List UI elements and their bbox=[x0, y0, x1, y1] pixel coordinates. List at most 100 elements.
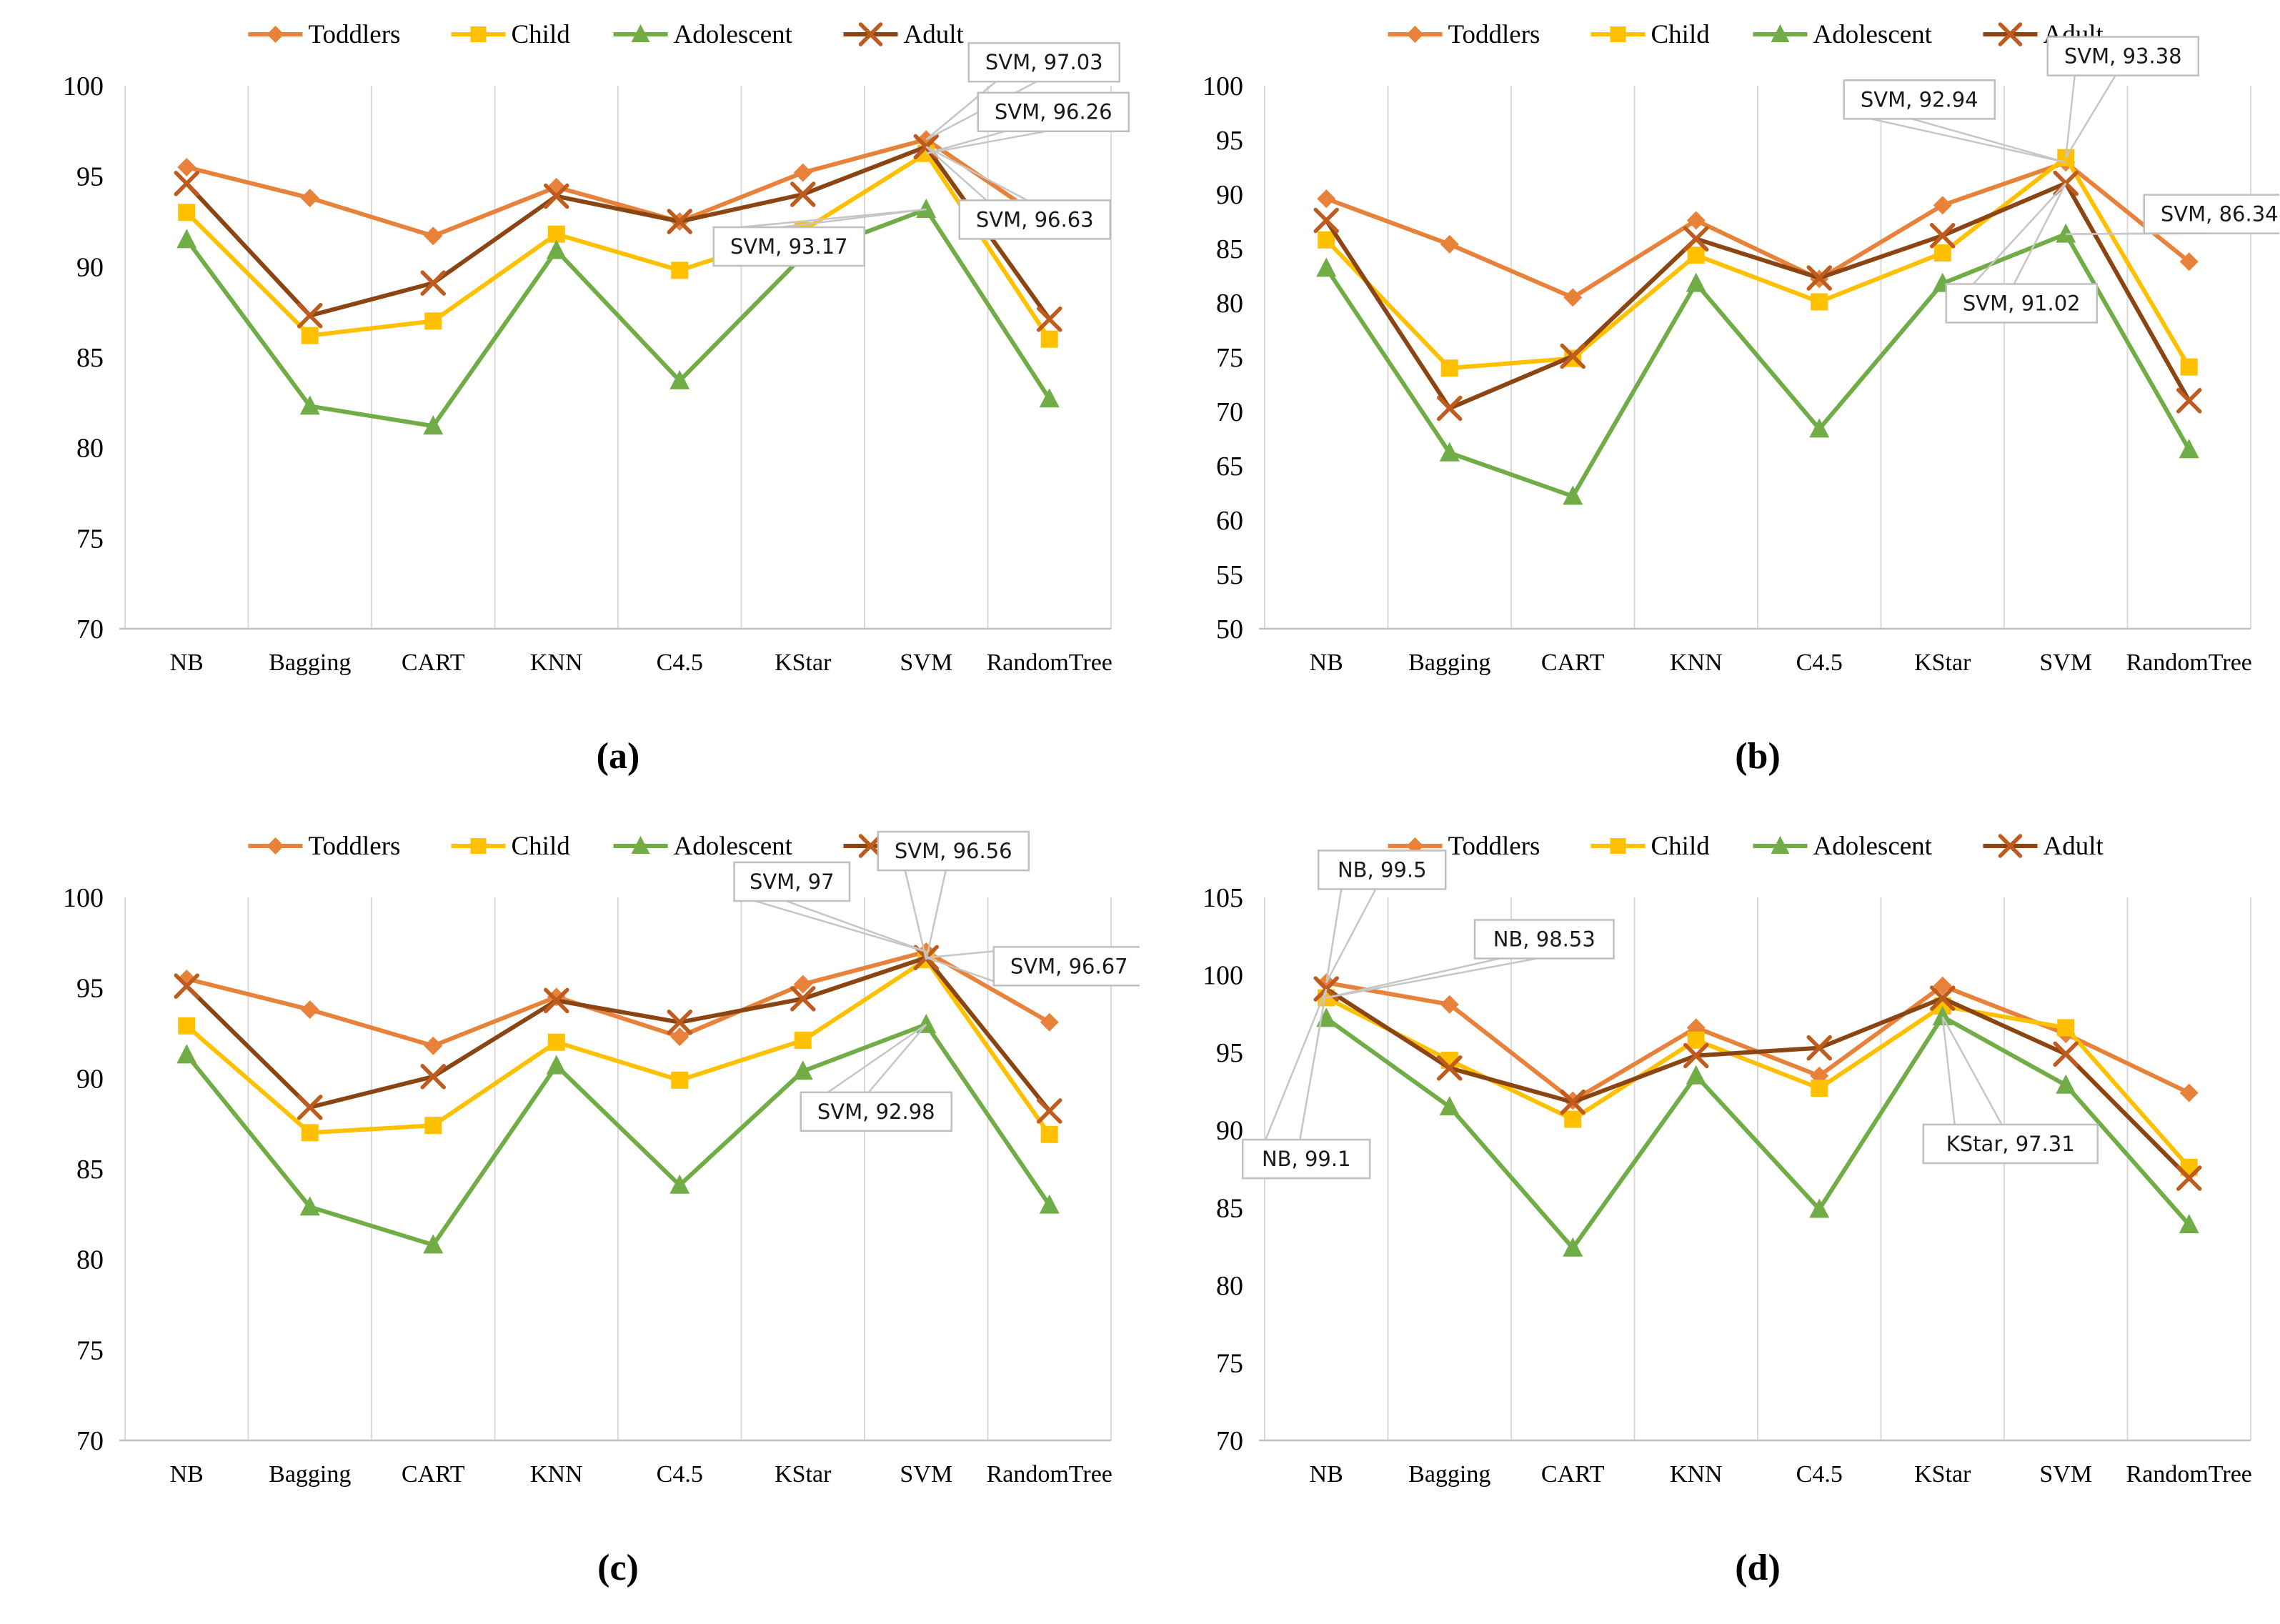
x-marker-stroke bbox=[1313, 976, 1339, 1002]
data-point-diamond bbox=[1686, 211, 1706, 230]
data-point-triangle bbox=[546, 1055, 567, 1075]
data-point-diamond bbox=[1933, 976, 1952, 995]
callout-text: SVM, 92.98 bbox=[817, 1100, 935, 1124]
data-point-diamond bbox=[424, 1036, 443, 1055]
data-point-square bbox=[1564, 1110, 1582, 1128]
y-tick-label: 100 bbox=[1203, 71, 1243, 101]
legend-item-adolescent: Adolescent bbox=[613, 832, 793, 861]
series-line bbox=[185, 144, 1052, 321]
callout: SVM, 93.17 bbox=[712, 208, 927, 267]
data-point-x bbox=[1683, 1042, 1709, 1069]
callout-box bbox=[877, 830, 1030, 872]
data-point-square bbox=[1440, 359, 1458, 377]
callout-box bbox=[733, 861, 851, 902]
data-point-triangle bbox=[1039, 388, 1060, 408]
callout-leader bbox=[925, 870, 947, 960]
data-point-square bbox=[1040, 330, 1058, 348]
data-point-x bbox=[544, 987, 569, 1014]
x-marker-stroke bbox=[174, 171, 199, 196]
legend-label: Child bbox=[1651, 20, 1711, 49]
data-point-diamond bbox=[1686, 1018, 1706, 1037]
data-point-x bbox=[2176, 388, 2202, 414]
x-marker-stroke bbox=[1437, 1055, 1463, 1081]
data-point-square bbox=[547, 1033, 565, 1051]
x-category-label: RandomTree bbox=[987, 1461, 1112, 1488]
data-point-triangle bbox=[299, 395, 320, 415]
y-tick-label: 80 bbox=[1216, 289, 1243, 319]
data-point-square bbox=[1687, 246, 1705, 264]
series-line bbox=[184, 207, 1052, 429]
data-point-square bbox=[2057, 1019, 2075, 1037]
data-point-triangle bbox=[2056, 1074, 2076, 1094]
x-marker-stroke bbox=[1930, 985, 1956, 1011]
diamond-icon bbox=[267, 837, 284, 855]
x-marker-stroke bbox=[2176, 1165, 2202, 1191]
callout-box bbox=[1473, 919, 1615, 960]
x-category-label: CART bbox=[402, 649, 465, 676]
data-point-triangle bbox=[176, 229, 197, 249]
x-icon bbox=[858, 22, 883, 46]
y-tick-label: 85 bbox=[76, 1155, 104, 1185]
x-marker-stroke bbox=[1930, 223, 1956, 249]
x-category-label: RandomTree bbox=[987, 649, 1112, 676]
x-category-label: KStar bbox=[775, 649, 832, 676]
data-point-triangle bbox=[2056, 223, 2076, 243]
x-icon bbox=[1998, 22, 2023, 46]
data-point-x bbox=[420, 270, 446, 296]
data-point-x bbox=[420, 1064, 446, 1090]
x-category-label: NB bbox=[1310, 1461, 1343, 1488]
callout-text: SVM, 92.94 bbox=[1861, 87, 1978, 111]
x-marker-stroke bbox=[1437, 395, 1463, 422]
data-point-diamond bbox=[1563, 288, 1583, 307]
x-category-label: SVM bbox=[2039, 649, 2092, 676]
y-tick-label: 95 bbox=[76, 162, 104, 192]
callout: NB, 99.5 bbox=[1318, 850, 1447, 984]
data-point-triangle bbox=[1316, 257, 1337, 277]
callout: SVM, 97.03 bbox=[925, 41, 1120, 141]
legend-label: Child bbox=[512, 20, 571, 49]
callout-box bbox=[958, 199, 1111, 240]
x-category-label: C4.5 bbox=[657, 649, 703, 676]
y-tick-label: 95 bbox=[1216, 126, 1243, 156]
legend-label: Toddlers bbox=[1448, 20, 1540, 49]
data-point-x bbox=[544, 183, 569, 209]
legend-item-adolescent: Adolescent bbox=[1753, 20, 1933, 49]
data-point-triangle bbox=[1563, 1237, 1583, 1257]
callout-leader bbox=[1265, 988, 1328, 1140]
series-line bbox=[1324, 231, 2191, 499]
chart-panel-c: ToddlersChildAdolescentAdult100959085807… bbox=[0, 812, 1140, 1624]
square-icon bbox=[1610, 26, 1626, 42]
callout-leader bbox=[925, 957, 995, 982]
callout-box bbox=[800, 1091, 952, 1132]
data-point-square bbox=[424, 312, 442, 330]
series-adolescent bbox=[176, 1013, 1060, 1254]
y-tick-label: 90 bbox=[1216, 1116, 1243, 1146]
y-tick-label: 70 bbox=[1216, 1426, 1243, 1456]
callout-leader bbox=[1911, 118, 2066, 164]
data-point-triangle bbox=[423, 415, 444, 435]
callout-text: SVM, 96.63 bbox=[976, 207, 1094, 231]
data-point-diamond bbox=[547, 987, 566, 1007]
x-marker-stroke bbox=[1560, 1089, 1585, 1115]
data-point-diamond bbox=[300, 1000, 319, 1020]
series-line bbox=[184, 1022, 1052, 1247]
callout-leader bbox=[925, 130, 1006, 154]
callout-text: SVM, 93.38 bbox=[2064, 44, 2182, 69]
x-category-label: KNN bbox=[1670, 1461, 1723, 1488]
diamond-icon bbox=[1406, 26, 1424, 43]
x-category-label: KNN bbox=[1670, 649, 1723, 676]
legend: Toddlers Child Adolescent Adult bbox=[248, 20, 965, 49]
callout-box bbox=[712, 226, 865, 267]
y-tick-label: 85 bbox=[1216, 234, 1243, 264]
y-tick-label: 80 bbox=[76, 1245, 104, 1275]
y-tick-label: 100 bbox=[1203, 961, 1243, 991]
data-point-square bbox=[671, 1071, 689, 1089]
legend-label: Adolescent bbox=[674, 832, 793, 861]
callout: SVM, 96.26 bbox=[925, 91, 1130, 154]
callout-leader bbox=[2013, 182, 2067, 285]
data-point-diamond bbox=[1440, 995, 1459, 1014]
callout-leader bbox=[926, 130, 1046, 154]
data-point-square bbox=[301, 327, 319, 344]
callout-leader bbox=[1871, 118, 2066, 164]
data-point-x bbox=[1560, 1089, 1585, 1115]
